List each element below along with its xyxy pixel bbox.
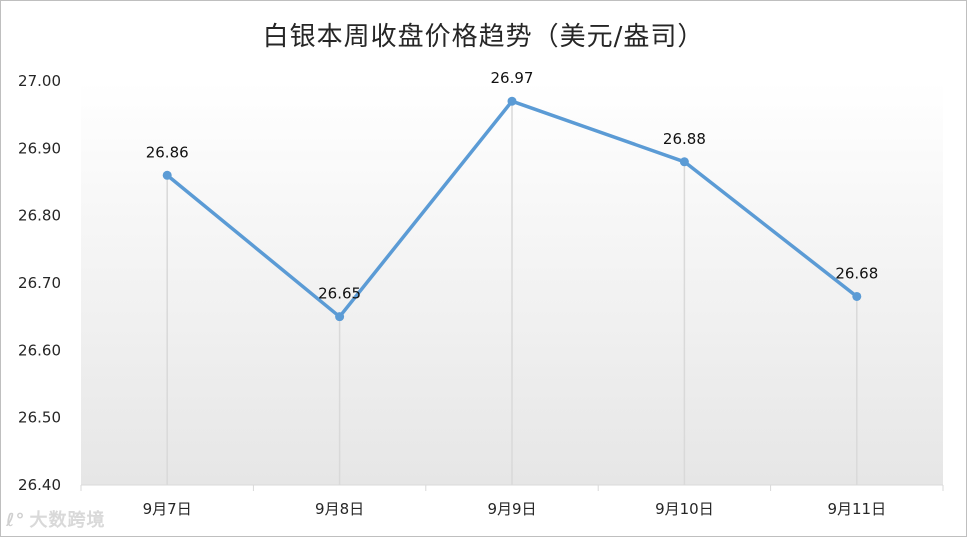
y-tick-label: 26.70 [18,274,61,292]
data-point [335,312,345,322]
watermark: ℓ° 大数跨境 [6,506,106,532]
x-tick-label: 9月9日 [487,500,536,518]
data-point [162,170,172,180]
x-tick-label: 9月7日 [143,500,192,518]
price-series [162,96,862,322]
x-axis: 9月7日 9月8日 9月9日 9月10日 9月11日 [80,484,944,518]
data-point [852,291,862,301]
x-tick-label: 9月11日 [827,500,886,518]
x-tick-label: 9月10日 [655,500,714,518]
y-tick-label: 26.40 [18,476,61,494]
data-label: 26.68 [835,264,878,282]
chart-title: 白银本周收盘价格趋势（美元/盎司） [262,22,705,52]
y-tick-label: 26.50 [18,409,61,427]
data-point [679,157,689,167]
data-point [507,96,517,106]
y-tick-label: 26.60 [18,341,61,359]
y-tick-label: 27.00 [18,72,61,90]
y-tick-label: 26.90 [18,139,61,157]
data-labels: 26.86 26.65 26.97 26.88 26.68 [146,69,879,302]
watermark-logo: ℓ° [6,510,26,531]
data-label: 26.97 [491,69,534,87]
watermark-text: 大数跨境 [29,510,106,531]
y-axis: 27.00 26.90 26.80 26.70 26.60 26.50 26.40 [18,72,61,494]
drop-lines [166,101,858,485]
x-tick-label: 9月8日 [315,500,364,518]
data-label: 26.86 [146,143,189,161]
y-tick-label: 26.80 [18,207,61,225]
data-label: 26.88 [663,130,706,148]
data-label: 26.65 [318,285,361,303]
